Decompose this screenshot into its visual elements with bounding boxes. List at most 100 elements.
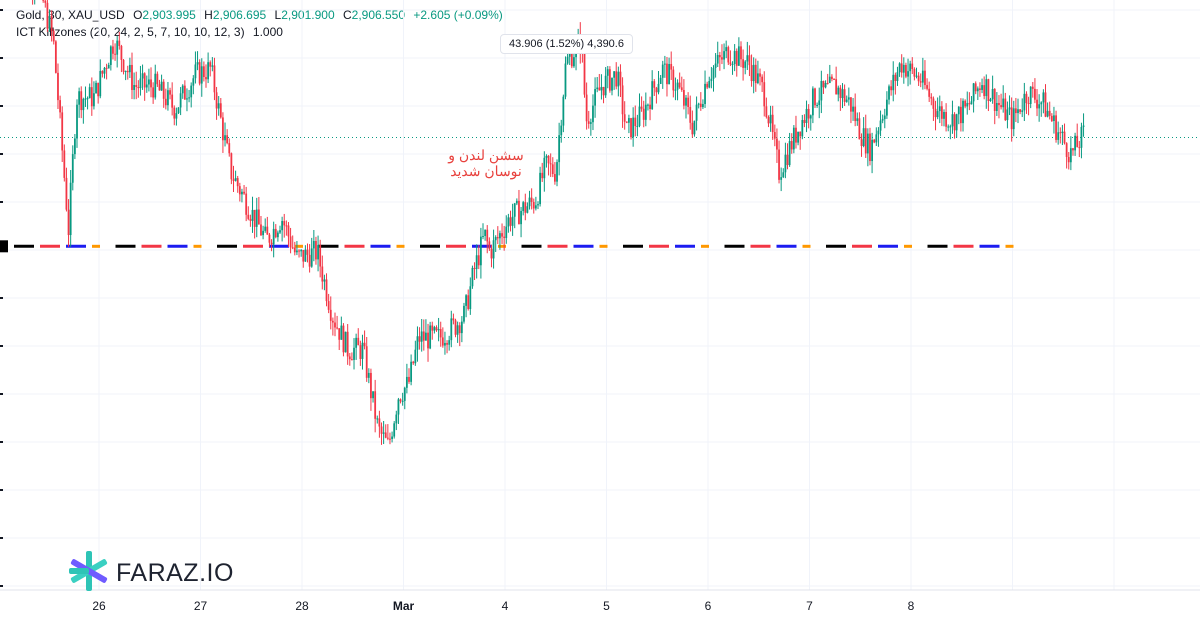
candle-body — [359, 345, 362, 359]
candle-body — [327, 301, 330, 310]
candle-body — [854, 106, 857, 122]
y-tick-mark — [0, 297, 3, 299]
candle-body — [503, 236, 506, 239]
candle-body — [454, 320, 457, 335]
candle-body — [917, 75, 920, 82]
candle-body — [158, 84, 161, 91]
candle-body — [1082, 125, 1085, 127]
candle-body — [186, 98, 188, 100]
candle-body — [65, 177, 68, 210]
candle-body — [54, 41, 57, 73]
candle-body — [526, 206, 529, 213]
candle-body — [1017, 109, 1019, 114]
candle-body — [716, 55, 719, 64]
candle-body — [272, 228, 275, 245]
candle-body — [678, 82, 681, 88]
candle-body — [744, 61, 747, 68]
candle-body — [135, 84, 138, 87]
candle-body — [938, 106, 941, 112]
candle-body — [706, 83, 709, 88]
candle-body — [238, 186, 241, 195]
candle-body — [484, 229, 487, 237]
candle-body — [666, 63, 668, 85]
candle-body — [435, 327, 438, 331]
candle-body — [820, 80, 823, 101]
candle-body — [209, 62, 212, 67]
candle-body — [1078, 147, 1081, 149]
candle-body — [795, 127, 797, 143]
high-value: 2,906.695 — [212, 8, 267, 22]
y-tick-mark — [0, 441, 3, 443]
candle-body — [1046, 110, 1049, 117]
candle-body — [573, 57, 575, 67]
candle-body — [947, 126, 950, 128]
y-tick-mark — [0, 393, 3, 395]
candle-body — [285, 225, 288, 227]
candle-body — [505, 226, 508, 239]
candle-body — [843, 89, 846, 102]
candle-body — [414, 349, 417, 364]
candle-body — [862, 128, 865, 147]
candle-body — [1023, 93, 1026, 111]
candle-body — [993, 88, 996, 111]
candle-body — [475, 255, 478, 269]
candle-body — [702, 104, 704, 108]
candle-body — [84, 98, 87, 100]
candle-body — [989, 99, 992, 102]
candle-body — [818, 100, 821, 105]
candle-body — [496, 237, 499, 239]
candle-body — [811, 88, 814, 116]
candle-body — [560, 125, 563, 136]
candle-body — [450, 318, 453, 341]
candle-body — [763, 82, 766, 107]
candle-body — [456, 325, 459, 335]
candle-body — [291, 247, 294, 249]
candle-body — [99, 70, 102, 97]
candle-body — [321, 266, 324, 282]
candle-body — [353, 347, 355, 360]
candle-body — [619, 71, 622, 86]
candle-body — [88, 87, 91, 99]
candle-body — [998, 102, 1000, 106]
candle-body — [181, 85, 184, 94]
candle-body — [90, 87, 93, 107]
candle-body — [816, 104, 819, 106]
candle-body — [911, 63, 914, 69]
candle-body — [655, 87, 658, 93]
candle-body — [1038, 104, 1041, 109]
candle-body — [613, 71, 616, 78]
candle-body — [162, 81, 165, 99]
candle-body — [617, 71, 620, 87]
candle-body — [695, 104, 698, 121]
candle-body — [964, 100, 967, 107]
candle-body — [397, 399, 400, 415]
candle-body — [797, 131, 799, 143]
candle-body — [740, 46, 742, 60]
candle-body — [528, 197, 531, 207]
candle-body — [114, 53, 116, 55]
candle-body — [780, 177, 783, 180]
candle-body — [788, 141, 791, 166]
y-tick-mark — [0, 489, 3, 491]
candle-body — [219, 103, 222, 118]
candle-body — [968, 103, 971, 105]
candle-body — [822, 80, 825, 88]
open-value: 2,903.995 — [142, 8, 196, 22]
candle-body — [230, 153, 233, 180]
candle-body — [805, 108, 808, 124]
candle-body — [122, 59, 125, 72]
candle-body — [636, 125, 639, 127]
candle-body — [78, 91, 81, 105]
candle-body — [48, 15, 51, 29]
candle-body — [752, 64, 755, 82]
chart-annotation: سشن لندن و نوسان شدید — [436, 147, 536, 179]
candle-body — [592, 105, 594, 123]
candle-body — [892, 74, 895, 91]
candle-body — [877, 130, 880, 135]
candle-body — [281, 221, 284, 231]
candle-body — [249, 218, 252, 221]
candle-body — [222, 117, 224, 141]
candle-body — [492, 240, 495, 259]
candle-body — [156, 73, 159, 85]
